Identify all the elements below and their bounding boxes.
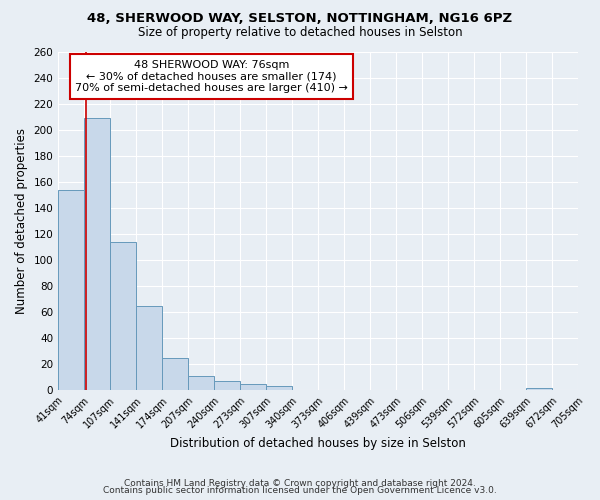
Bar <box>162 358 188 390</box>
Text: 48 SHERWOOD WAY: 76sqm
← 30% of detached houses are smaller (174)
70% of semi-de: 48 SHERWOOD WAY: 76sqm ← 30% of detached… <box>75 60 348 93</box>
Bar <box>110 242 136 390</box>
Text: 48, SHERWOOD WAY, SELSTON, NOTTINGHAM, NG16 6PZ: 48, SHERWOOD WAY, SELSTON, NOTTINGHAM, N… <box>88 12 512 26</box>
Bar <box>240 384 266 390</box>
Text: Contains HM Land Registry data © Crown copyright and database right 2024.: Contains HM Land Registry data © Crown c… <box>124 478 476 488</box>
Text: Size of property relative to detached houses in Selston: Size of property relative to detached ho… <box>137 26 463 39</box>
Bar <box>188 376 214 390</box>
Bar <box>214 381 240 390</box>
Bar <box>84 118 110 390</box>
Bar <box>526 388 552 390</box>
Bar <box>58 190 84 390</box>
Bar <box>266 386 292 390</box>
X-axis label: Distribution of detached houses by size in Selston: Distribution of detached houses by size … <box>170 437 466 450</box>
Y-axis label: Number of detached properties: Number of detached properties <box>15 128 28 314</box>
Bar <box>136 306 162 390</box>
Text: Contains public sector information licensed under the Open Government Licence v3: Contains public sector information licen… <box>103 486 497 495</box>
